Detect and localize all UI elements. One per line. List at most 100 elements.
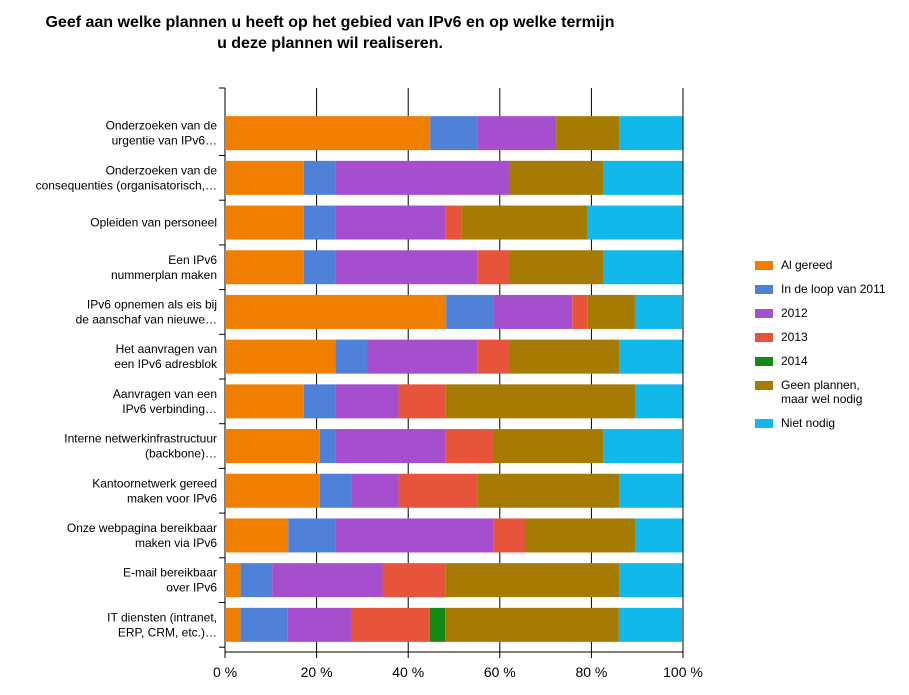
bar-segment — [572, 294, 588, 329]
bar-segment — [493, 294, 573, 329]
bar-segment — [272, 563, 383, 598]
y-tick-label-line: consequenties (organisatorisch,… — [36, 178, 217, 192]
bar-segment — [619, 116, 683, 151]
legend-item: 2013 — [755, 330, 905, 344]
y-tick-label: Onze webpagina bereikbaar maken via IPv6 — [67, 521, 217, 550]
bar-segment — [225, 205, 304, 240]
bar-segment — [225, 384, 304, 419]
bar-segment — [477, 339, 509, 374]
x-tick-label: 80 % — [575, 664, 607, 680]
bar-segment — [335, 518, 494, 553]
bar-segment — [603, 250, 683, 285]
bar-segment — [603, 429, 683, 464]
chart-title: Geef aan welke plannen u heeft op het ge… — [45, 14, 615, 52]
bar-segment — [508, 339, 620, 374]
x-tick-label: 60 % — [484, 664, 516, 680]
bar-segment — [303, 160, 336, 195]
y-tick-label-line: Een IPv6 — [168, 253, 217, 267]
legend-item: 2012 — [755, 306, 905, 320]
y-tick-label-line: Interne netwerkinfrastructuur — [64, 432, 217, 446]
legend-swatch — [755, 357, 773, 366]
bar-segment — [335, 384, 399, 419]
y-tick-label: E-mail bereikbaar over IPv6 — [123, 566, 217, 595]
legend-swatch — [755, 309, 773, 318]
bar-segment — [319, 473, 352, 508]
y-tick-label-line: urgentie van IPv6… — [112, 134, 217, 148]
bar-segment — [635, 384, 683, 419]
x-tick-label: 40 % — [392, 664, 424, 680]
bar-segment — [445, 384, 636, 419]
bar-segment — [225, 563, 241, 598]
y-tick-label: Interne netwerkinfrastructuur (backbone)… — [64, 432, 217, 461]
bar-segment — [350, 607, 430, 642]
bar-segment — [382, 563, 446, 598]
bar-segment — [225, 116, 431, 151]
bar-segment — [445, 563, 620, 598]
y-tick-label-line: nummerplan maken — [111, 268, 217, 282]
bar-segment — [477, 473, 620, 508]
y-tick-label-line: Opleiden van personeel — [90, 216, 217, 230]
bar-segment — [225, 339, 336, 374]
bar-segment — [446, 294, 494, 329]
y-tick-label-line: Kantoornetwerk gereed — [92, 476, 217, 490]
bar-segment — [618, 607, 683, 642]
bar-segment — [351, 473, 399, 508]
bar-segment — [445, 607, 619, 642]
bar-segment — [619, 563, 683, 598]
y-tick-label-line: Onze webpagina bereikbaar — [67, 521, 217, 535]
y-tick-label-line: Aanvragen van een — [113, 387, 217, 401]
y-tick-label-line: Onderzoeken van de — [106, 119, 218, 133]
bar-segment — [335, 250, 478, 285]
bar-segment — [587, 205, 683, 240]
y-tick-label-line: IPv6 opnemen als eis bij — [87, 297, 217, 311]
legend-label: In de loop van 2011 — [781, 282, 886, 296]
bar-segment — [619, 339, 683, 374]
bar-segment — [398, 473, 478, 508]
legend-label: 2013 — [781, 330, 808, 344]
bar-segment — [445, 205, 462, 240]
y-tick-label-line: de aanschaf van nieuwe… — [76, 312, 217, 326]
y-tick-label-line: maken via IPv6 — [135, 536, 217, 550]
bar-segment — [508, 160, 604, 195]
bar-segment — [288, 518, 336, 553]
bar-segment — [445, 429, 493, 464]
bar-segment — [240, 607, 288, 642]
bar-segment — [303, 250, 336, 285]
bar-segment — [477, 250, 509, 285]
bar-segment — [335, 205, 446, 240]
bar-segment — [635, 518, 683, 553]
legend-label: Geen plannen, maar wel nodig — [781, 378, 863, 406]
bar-segment — [556, 116, 620, 151]
y-tick-label-line: E-mail bereikbaar — [123, 566, 217, 580]
legend-swatch — [755, 261, 773, 270]
legend-swatch — [755, 333, 773, 342]
bar-segment — [335, 429, 446, 464]
y-tick-label: Onderzoeken van de consequenties (organis… — [36, 163, 218, 192]
bar-segment — [319, 429, 336, 464]
legend-item: Niet nodig — [755, 416, 905, 430]
bar-segment — [303, 205, 336, 240]
bar-segment — [477, 116, 557, 151]
legend-swatch — [755, 285, 773, 294]
y-tick-label-line: Onderzoeken van de — [106, 163, 218, 177]
y-tick-label-line: een IPv6 adresblok — [114, 357, 218, 371]
y-tick-label: Onderzoeken van de urgentie van IPv6… — [106, 119, 218, 148]
legend-item: 2014 — [755, 354, 905, 368]
bar-segment — [430, 116, 478, 151]
bar-segment — [461, 205, 588, 240]
y-tick-label-line: ERP, CRM, etc.)… — [118, 625, 217, 639]
y-tick-label: Opleiden van personeel — [90, 216, 217, 230]
y-tick-label-line: IT diensten (intranet, — [107, 610, 217, 624]
y-tick-label: Aanvragen van een IPv6 verbinding… — [113, 387, 217, 416]
legend-item: Al gereed — [755, 258, 905, 272]
bar-segment — [524, 518, 636, 553]
bar-segment — [508, 250, 604, 285]
bar-segment — [587, 294, 635, 329]
y-tick-label-line: (backbone)… — [145, 447, 217, 461]
legend-label: 2014 — [781, 354, 808, 368]
legend-label: Niet nodig — [781, 416, 836, 430]
bar-segment — [398, 384, 446, 419]
y-tick-label: Kantoornetwerk gereed maken voor IPv6 — [92, 476, 217, 505]
